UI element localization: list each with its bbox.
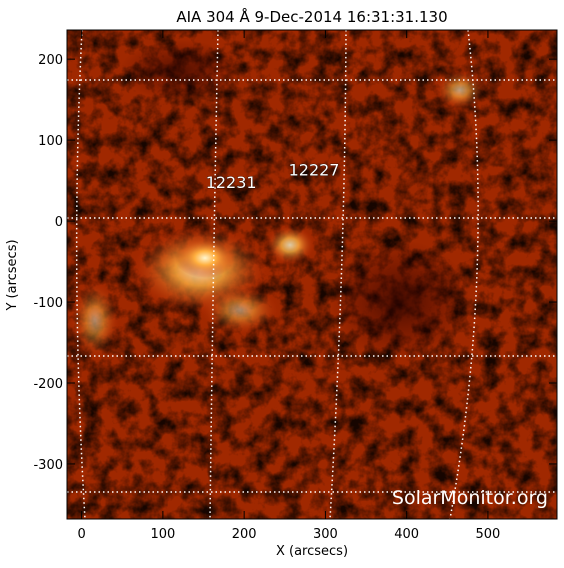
x-tick-label: 500 — [476, 527, 501, 542]
region-label: 12227 — [289, 160, 340, 179]
x-tick-label: 400 — [394, 527, 419, 542]
y-tick-label: 0 — [55, 215, 63, 230]
y-tick-label: -300 — [33, 458, 63, 473]
heliographic-grid — [67, 30, 557, 519]
plot-frame — [66, 29, 558, 520]
region-label: 12231 — [206, 173, 257, 192]
x-tick-label: 300 — [313, 527, 338, 542]
y-tick-label: -100 — [33, 296, 63, 311]
y-tick-label: 200 — [38, 53, 63, 68]
x-tick-label: 0 — [77, 527, 85, 542]
chart-title: AIA 304 Å 9-Dec-2014 16:31:31.130 — [176, 7, 447, 26]
x-tick-label: 100 — [150, 527, 175, 542]
solar-image — [67, 30, 557, 519]
x-axis-label: X (arcsecs) — [276, 544, 348, 559]
x-tick-label: 200 — [232, 527, 257, 542]
y-tick-label: -200 — [33, 377, 63, 392]
watermark: SolarMonitor.org — [392, 487, 548, 509]
y-tick-label: 100 — [38, 134, 63, 149]
y-axis-label: Y (arcsecs) — [5, 239, 20, 311]
